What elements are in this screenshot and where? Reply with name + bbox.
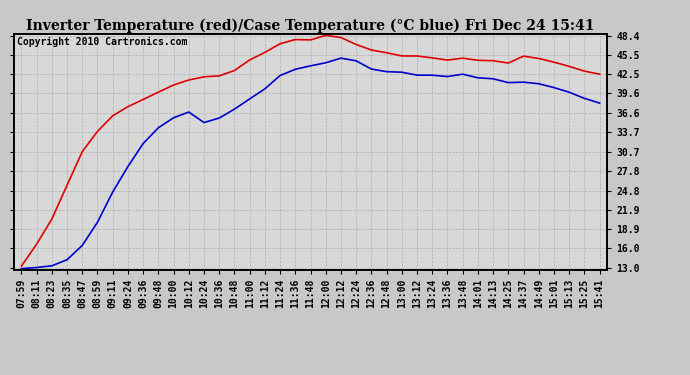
Text: Copyright 2010 Cartronics.com: Copyright 2010 Cartronics.com xyxy=(17,37,187,47)
Title: Inverter Temperature (red)/Case Temperature (°C blue) Fri Dec 24 15:41: Inverter Temperature (red)/Case Temperat… xyxy=(26,18,595,33)
